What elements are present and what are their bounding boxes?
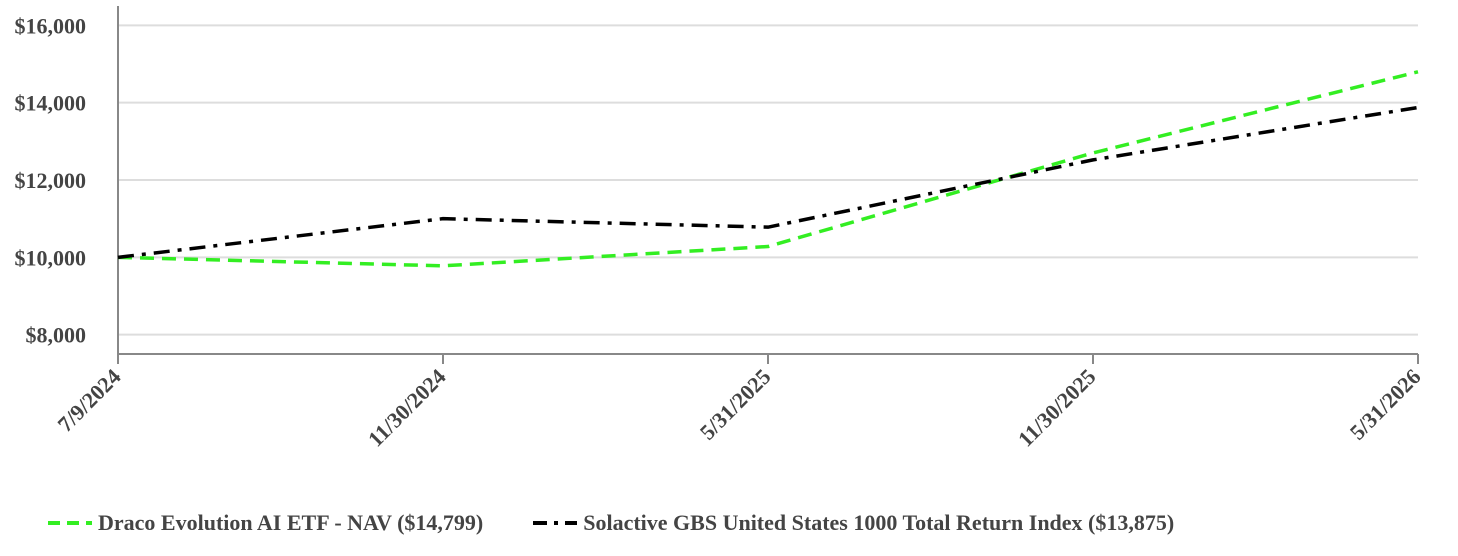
legend-swatch-draco — [48, 521, 92, 525]
gridlines — [118, 24, 1418, 336]
x-tick-label-0: 7/9/2024 — [53, 364, 126, 437]
x-tick-label-1: 11/30/2024 — [363, 364, 451, 452]
series-lines — [117, 70, 1419, 268]
x-tick-label-3: 11/30/2025 — [1013, 364, 1101, 452]
y-tick-label-1: $10,000 — [15, 245, 87, 270]
x-tick-label-4: 5/31/2026 — [1345, 364, 1426, 445]
x-axis-tick-labels: 7/9/2024 11/30/2024 5/31/2025 11/30/2025 5/3… — [53, 364, 1426, 452]
series-line-0 — [117, 70, 1419, 268]
legend-item-draco: Draco Evolution AI ETF - NAV ($14,799) — [48, 510, 483, 536]
y-tick-label-4: $16,000 — [15, 13, 87, 38]
y-tick-label-3: $14,000 — [15, 91, 87, 116]
legend-label-draco: Draco Evolution AI ETF - NAV ($14,799) — [98, 510, 484, 535]
x-tick-label-2: 5/31/2025 — [695, 364, 776, 445]
legend-swatch-solactive — [533, 521, 578, 525]
y-tick-label-0: $8,000 — [26, 323, 87, 348]
series-line-1 — [117, 105, 1419, 260]
y-axis-tick-labels: $8,000 $10,000 $12,000 $14,000 $16,000 — [15, 13, 87, 347]
line-chart: $8,000 $10,000 $12,000 $14,000 $16,000 7/9/2… — [15, 6, 1426, 452]
legend-item-solactive: Solactive GBS United States 1000 Total R… — [533, 510, 1174, 536]
axes — [117, 6, 1419, 364]
legend-label-solactive: Solactive GBS United States 1000 Total R… — [583, 510, 1175, 535]
legend: Draco Evolution AI ETF - NAV ($14,799) S… — [48, 510, 1224, 536]
y-tick-label-2: $12,000 — [15, 168, 87, 193]
